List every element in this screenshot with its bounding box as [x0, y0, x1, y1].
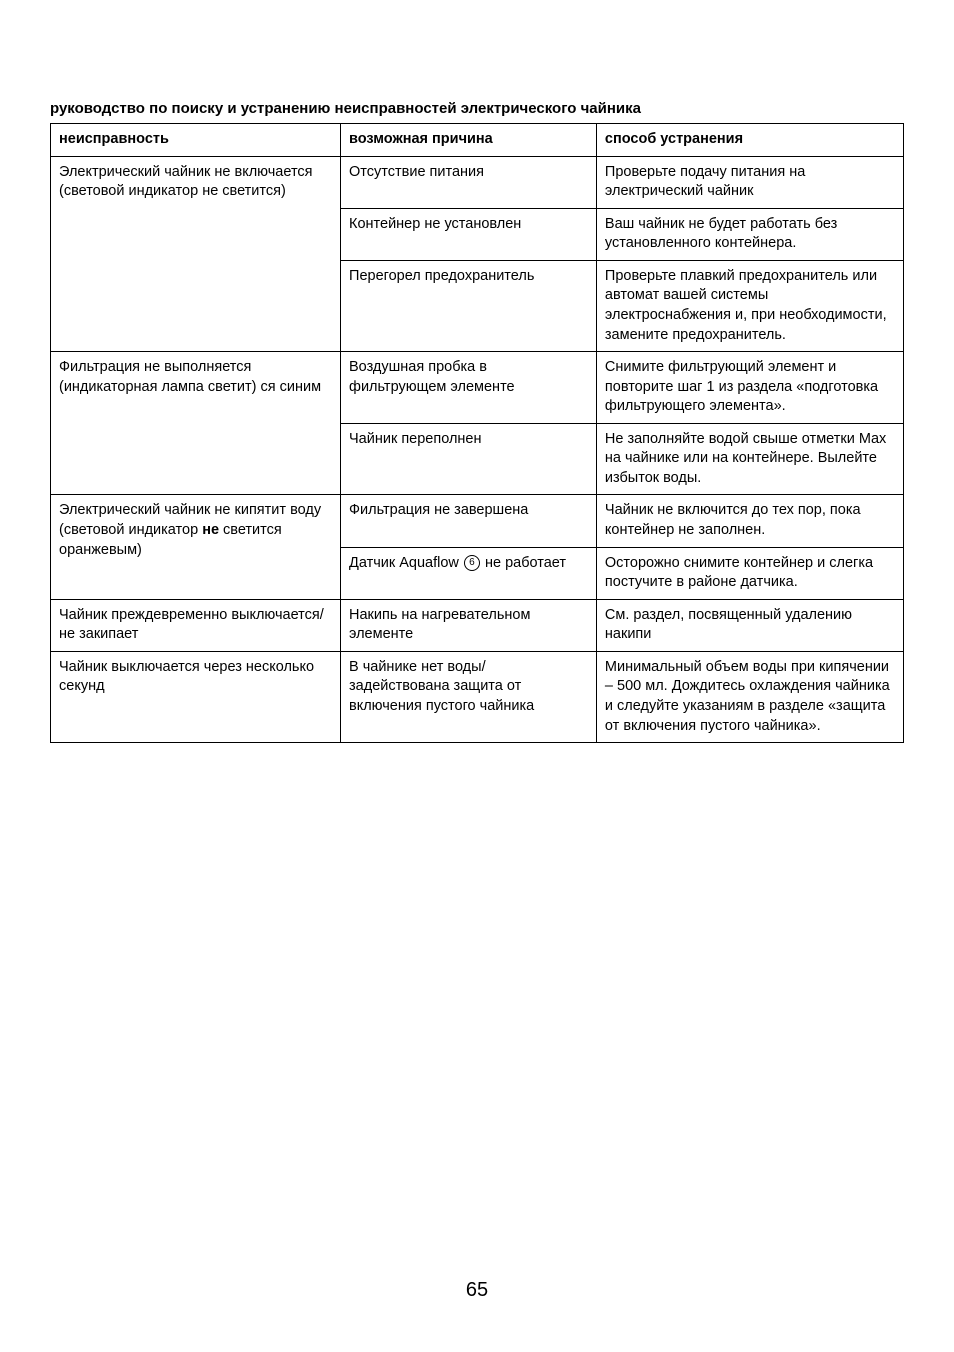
table-row: Электрический чайник не кипятит воду (св… — [51, 495, 904, 547]
page-number: 65 — [0, 1279, 954, 1302]
cell-cause: В чайнике нет воды/ задействована защита… — [341, 651, 597, 742]
cell-cause: Накипь на нагревательном элементе — [341, 599, 597, 651]
cell-fault: Чайник выключается через несколько секун… — [51, 651, 341, 742]
cell-cause: Контейнер не установлен — [341, 208, 597, 260]
cell-cause: Чайник переполнен — [341, 423, 597, 495]
cell-fault: Чайник преждевременно выключается/не зак… — [51, 599, 341, 651]
cell-remedy: Проверьте плавкий предохранитель или авт… — [596, 260, 903, 351]
cell-remedy: См. раздел, посвященный удалению накипи — [596, 599, 903, 651]
table-body: Электрический чайник не включается (свет… — [51, 156, 904, 743]
col-header-cause: возможная причина — [341, 124, 597, 157]
cell-remedy: Ваш чайник не будет работать без установ… — [596, 208, 903, 260]
cell-remedy: Проверьте подачу питания на электрически… — [596, 156, 903, 208]
col-header-remedy: способ устранения — [596, 124, 903, 157]
cell-fault: Фильтрация не выполняется (индикаторная … — [51, 352, 341, 495]
cell-remedy: Осторожно снимите контейнер и слегка пос… — [596, 547, 903, 599]
col-header-fault: неисправность — [51, 124, 341, 157]
cell-cause: Датчик Aquaflow 6 не работает — [341, 547, 597, 599]
table-row: Чайник выключается через несколько секун… — [51, 651, 904, 742]
cell-fault: Электрический чайник не включается (свет… — [51, 156, 341, 352]
cell-remedy: Минимальный объем воды при кипячении – 5… — [596, 651, 903, 742]
cell-remedy: Не заполняйте водой свыше отметки Max на… — [596, 423, 903, 495]
table-row: Электрический чайник не включается (свет… — [51, 156, 904, 208]
table-row: Фильтрация не выполняется (индикаторная … — [51, 352, 904, 424]
cell-cause: Отсутствие питания — [341, 156, 597, 208]
table-row: Чайник преждевременно выключается/не зак… — [51, 599, 904, 651]
cell-remedy: Снимите фильтрующий элемент и повторите … — [596, 352, 903, 424]
cell-remedy: Чайник не включится до тех пор, пока кон… — [596, 495, 903, 547]
cell-cause: Фильтрация не завершена — [341, 495, 597, 547]
cell-fault: Электрический чайник не кипятит воду (св… — [51, 495, 341, 599]
table-header-row: неисправность возможная причина способ у… — [51, 124, 904, 157]
cell-cause: Воздушная пробка в фильтрующем элементе — [341, 352, 597, 424]
troubleshooting-table: неисправность возможная причина способ у… — [50, 123, 904, 743]
document-page: руководство по поиску и устранению неисп… — [0, 0, 954, 1352]
cell-cause: Перегорел предохранитель — [341, 260, 597, 351]
page-title: руководство по поиску и устранению неисп… — [50, 100, 904, 117]
